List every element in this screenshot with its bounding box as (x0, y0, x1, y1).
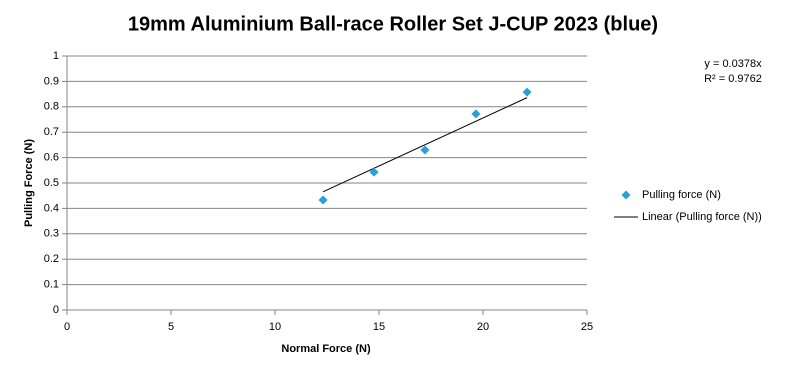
data-point (471, 109, 481, 119)
trendline-r-squared: R² = 0.9762 (704, 73, 762, 85)
y-tick-label: 0.6 (44, 152, 59, 164)
chart-title: 19mm Aluminium Ball-race Roller Set J-CU… (128, 13, 658, 35)
data-point (420, 145, 430, 155)
y-axis-title: Pulling Force (N) (23, 139, 35, 227)
x-tick-label: 25 (581, 321, 593, 333)
y-tick-label: 0.9 (44, 75, 59, 87)
y-tick-label: 1 (53, 50, 59, 62)
legend-label: Linear (Pulling force (N)) (642, 211, 762, 223)
x-tick-label: 0 (64, 321, 70, 333)
trendline (322, 97, 528, 193)
x-tick-label: 15 (373, 321, 385, 333)
legend-marker (621, 190, 631, 200)
y-tick-label: 0.3 (44, 228, 59, 240)
trendline-equation: y = 0.0378x (704, 58, 762, 70)
y-tick-label: 0.8 (44, 101, 59, 113)
y-tick-label: 0.4 (44, 202, 59, 214)
x-axis-title: Normal Force (N) (281, 343, 371, 355)
legend-label: Pulling force (N) (642, 189, 721, 201)
data-point (522, 87, 532, 97)
data-point (318, 195, 328, 205)
x-tick-label: 20 (477, 321, 489, 333)
y-tick-label: 0.1 (44, 279, 59, 291)
x-tick-label: 10 (269, 321, 281, 333)
y-tick-label: 0.5 (44, 177, 59, 189)
data-point (369, 167, 379, 177)
y-tick-label: 0 (53, 304, 59, 316)
y-tick-label: 0.2 (44, 253, 59, 265)
y-tick-label: 0.7 (44, 126, 59, 138)
x-tick-label: 5 (168, 321, 174, 333)
